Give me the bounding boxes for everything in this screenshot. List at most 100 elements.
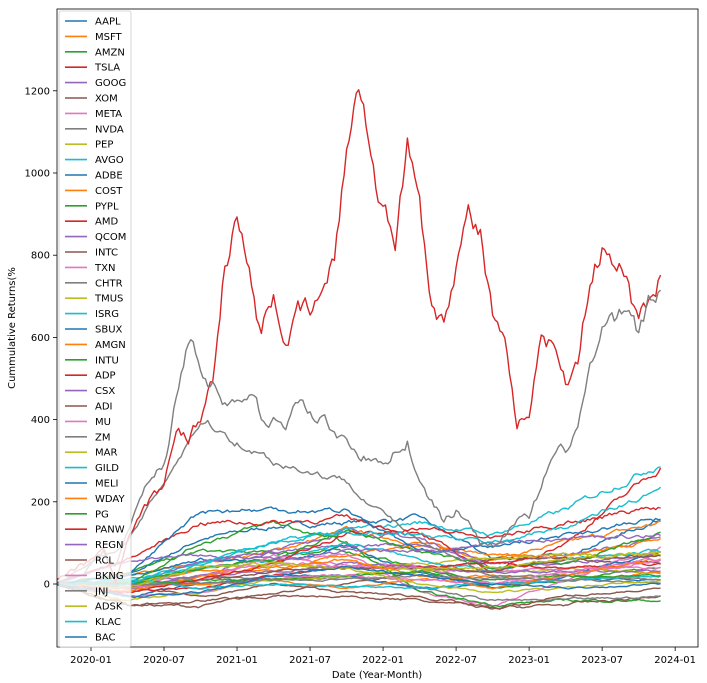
legend-entry-nvda: NVDA	[65, 124, 124, 135]
legend-entry-pypl: PYPL	[65, 201, 119, 212]
legend-entry-adi: ADI	[65, 402, 113, 413]
legend-entry-cost: COST	[65, 186, 123, 197]
axes-frame	[56, 8, 699, 648]
legend-entry-aapl: AAPL	[65, 17, 121, 28]
x-tick-label: 2023-01	[508, 655, 550, 666]
legend-label: TSLA	[94, 63, 120, 74]
legend-label: MAR	[95, 448, 117, 459]
x-tick-label: 2022-07	[435, 655, 477, 666]
legend-label: GOOG	[95, 78, 126, 89]
legend-label: INTU	[95, 355, 119, 366]
legend-label: MU	[95, 417, 111, 428]
y-tick-label: 1200	[25, 86, 50, 97]
legend-entry-avgo: AVGO	[65, 155, 124, 166]
legend-entry-bkng: BKNG	[65, 571, 124, 582]
legend-entry-pep: PEP	[65, 140, 113, 151]
series-line-klac	[57, 486, 662, 587]
legend-entry-xom: XOM	[65, 94, 118, 105]
legend-entry-chtr: CHTR	[65, 278, 123, 289]
legend-entry-rcl: RCL	[65, 556, 114, 567]
series-line-bac	[57, 565, 661, 599]
series-line-meta	[57, 546, 662, 607]
x-tick-label: 2024-01	[654, 655, 696, 666]
y-tick-label: 800	[31, 251, 50, 262]
legend-label: PYPL	[95, 201, 119, 212]
legend-label: BAC	[95, 633, 116, 644]
series-line-panw	[57, 506, 661, 594]
legend-label: ADI	[95, 402, 113, 413]
legend-entry-isrg: ISRG	[65, 309, 119, 320]
legend-entry-wday: WDAY	[65, 494, 125, 505]
legend-entry-bac: BAC	[65, 633, 116, 644]
x-tick-label: 2021-07	[289, 655, 331, 666]
legend-label: QCOM	[95, 232, 126, 243]
plot-area	[57, 89, 662, 610]
x-axis-label: Date (Year-Month)	[332, 670, 422, 681]
legend-entry-intc: INTC	[65, 248, 118, 259]
legend-label: INTC	[95, 248, 118, 259]
legend-label: META	[95, 109, 122, 120]
series-line-jnj	[57, 574, 661, 586]
legend-entry-klac: KLAC	[65, 617, 121, 628]
legend-label: GILD	[95, 463, 119, 474]
legend-label: KLAC	[95, 617, 121, 628]
legend-entry-amd: AMD	[65, 217, 118, 228]
legend-entry-tsla: TSLA	[65, 63, 120, 74]
series-line-zm	[57, 419, 661, 584]
legend-entry-amzn: AMZN	[65, 47, 125, 58]
legend-entry-amgn: AMGN	[65, 340, 126, 351]
legend-entry-zm: ZM	[65, 432, 110, 443]
legend-label: PEP	[95, 140, 113, 151]
legend-entry-qcom: QCOM	[65, 232, 126, 243]
x-tick-label: 2020-01	[70, 655, 112, 666]
legend-label: WDAY	[95, 494, 125, 505]
legend-label: ADBE	[95, 171, 123, 182]
series-line-meli	[57, 506, 661, 585]
legend-label: MELI	[95, 479, 118, 490]
legend-entry-adbe: ADBE	[65, 171, 123, 182]
series-line-avgo	[57, 466, 661, 586]
y-axis-label: Cummulative Returns(%	[7, 267, 18, 389]
legend-label: CSX	[95, 386, 115, 397]
legend-label: MSFT	[95, 32, 123, 43]
series-line-pg	[57, 569, 661, 586]
x-tick-label: 2020-07	[143, 655, 185, 666]
x-tick-label: 2023-07	[581, 655, 623, 666]
legend-label: ADSK	[95, 602, 123, 613]
legend-label: NVDA	[95, 124, 124, 135]
series-line-tsla	[57, 89, 662, 584]
y-tick-label: 0	[44, 580, 50, 591]
legend-label: AMGN	[95, 340, 126, 351]
series-line-mar	[57, 550, 661, 602]
legend: AAPL MSFT AMZN TSLA GOOG XOM META NVDA PEP AVGO AD…	[58, 10, 132, 648]
legend-entry-goog: GOOG	[65, 78, 126, 89]
y-tick-label: 400	[31, 415, 50, 426]
legend-entry-meli: MELI	[65, 479, 118, 490]
legend-label: XOM	[95, 94, 118, 105]
legend-label: ADP	[95, 371, 116, 382]
legend-label: AMD	[95, 217, 118, 228]
y-tick-label: 600	[31, 333, 50, 344]
legend-label: COST	[95, 186, 123, 197]
legend-entry-sbux: SBUX	[65, 325, 123, 336]
series-line-regn	[57, 533, 661, 584]
legend-entry-regn: REGN	[65, 540, 124, 551]
y-tick-label: 200	[31, 497, 50, 508]
legend-entry-mu: MU	[65, 417, 111, 428]
legend-label: AMZN	[95, 47, 125, 58]
x-tick-label: 2021-01	[216, 655, 258, 666]
legend-label: TXN	[94, 263, 115, 274]
series-line-amd	[57, 467, 662, 584]
legend-label: RCL	[95, 556, 114, 567]
legend-entry-jnj: JNJ	[65, 586, 108, 597]
legend-label: AVGO	[95, 155, 124, 166]
legend-entry-msft: MSFT	[65, 32, 123, 43]
legend-entry-gild: GILD	[65, 463, 119, 474]
legend-entry-panw: PANW	[65, 525, 125, 536]
legend-entry-pg: PG	[65, 509, 109, 520]
legend-label: REGN	[95, 540, 124, 551]
legend-entry-mar: MAR	[65, 448, 117, 459]
legend-label: BKNG	[95, 571, 124, 582]
legend-box	[58, 10, 132, 648]
